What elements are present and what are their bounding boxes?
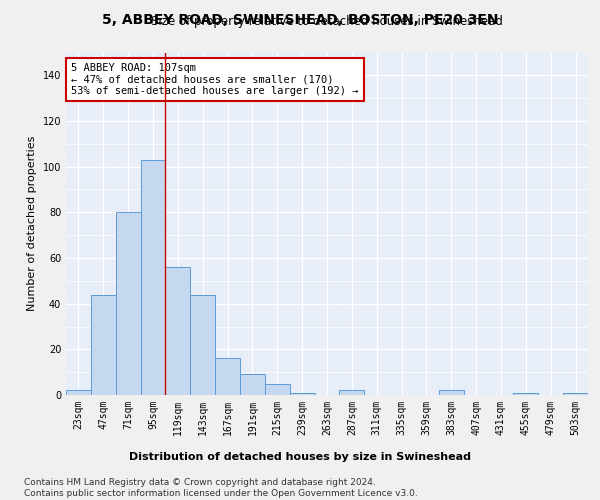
Text: 5 ABBEY ROAD: 107sqm
← 47% of detached houses are smaller (170)
53% of semi-deta: 5 ABBEY ROAD: 107sqm ← 47% of detached h… bbox=[71, 63, 359, 96]
Bar bbox=[66, 390, 91, 395]
Bar bbox=[340, 390, 364, 395]
Bar bbox=[240, 374, 265, 395]
Bar bbox=[514, 392, 538, 395]
Bar bbox=[563, 392, 588, 395]
Bar bbox=[91, 294, 116, 395]
Y-axis label: Number of detached properties: Number of detached properties bbox=[27, 136, 37, 312]
Bar bbox=[265, 384, 290, 395]
Text: 5, ABBEY ROAD, SWINESHEAD, BOSTON, PE20 3EN: 5, ABBEY ROAD, SWINESHEAD, BOSTON, PE20 … bbox=[102, 12, 498, 26]
Bar bbox=[166, 267, 190, 395]
Text: Contains HM Land Registry data © Crown copyright and database right 2024.
Contai: Contains HM Land Registry data © Crown c… bbox=[24, 478, 418, 498]
Bar bbox=[140, 160, 166, 395]
Bar bbox=[116, 212, 140, 395]
Title: Size of property relative to detached houses in Swineshead: Size of property relative to detached ho… bbox=[151, 14, 503, 28]
Bar bbox=[190, 294, 215, 395]
Text: Distribution of detached houses by size in Swineshead: Distribution of detached houses by size … bbox=[129, 452, 471, 462]
Bar bbox=[290, 392, 314, 395]
Bar bbox=[439, 390, 464, 395]
Bar bbox=[215, 358, 240, 395]
